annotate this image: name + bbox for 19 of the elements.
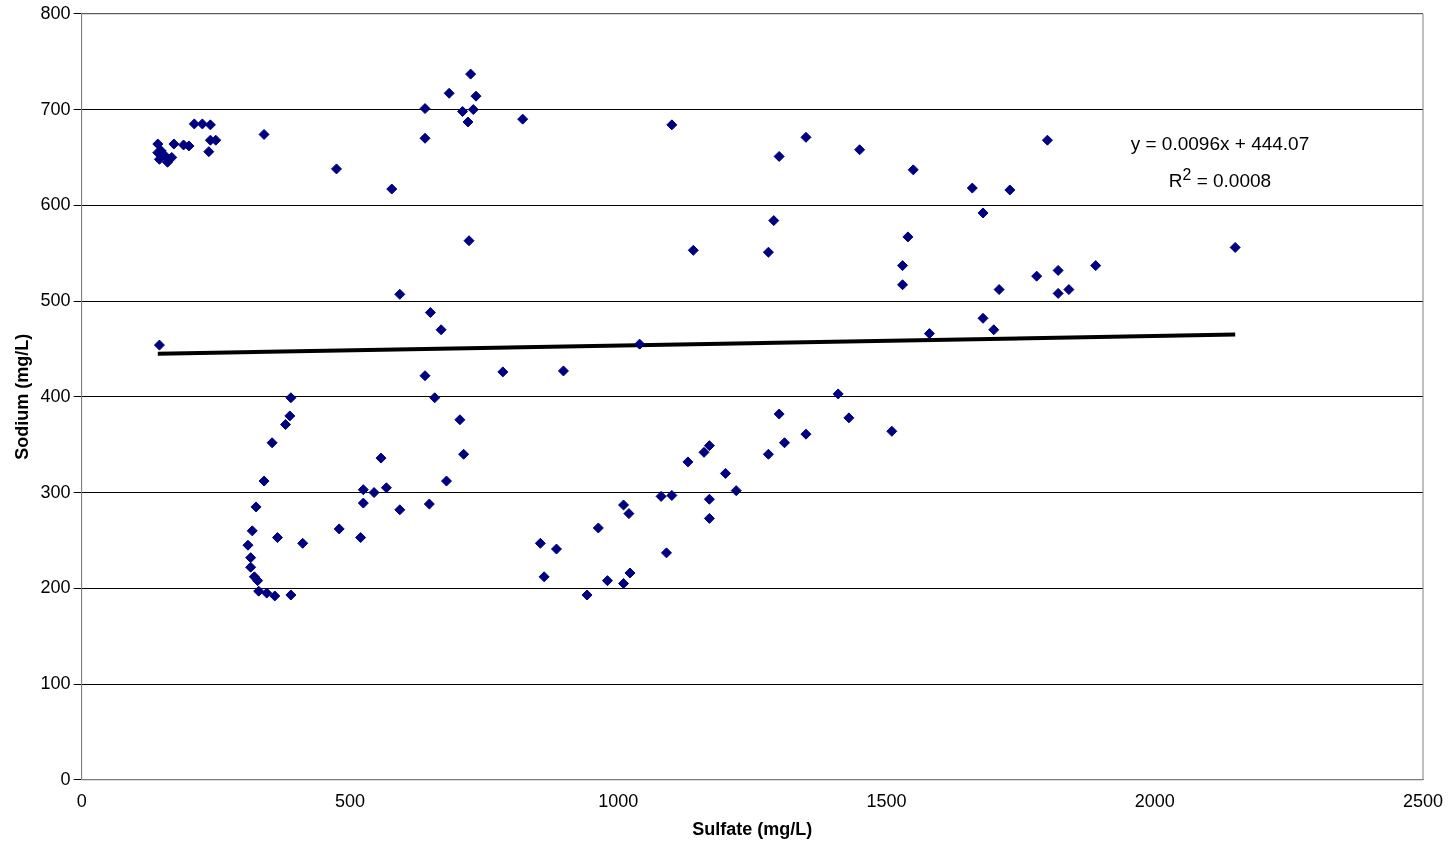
annotation: R$^{2}$ = 0.0008 <box>1167 165 1273 194</box>
x-tick-label: 2500 <box>1402 790 1444 811</box>
y-axis-title: Sodium (mg/L) <box>11 333 32 460</box>
y-tick-label: 300 <box>40 481 71 502</box>
x-tick-label: 0 <box>76 790 87 811</box>
y-tick-label: 800 <box>40 2 71 23</box>
y-tick-label: 600 <box>40 194 71 215</box>
x-tick-label: 2000 <box>1134 790 1175 811</box>
annotation: y = 0.0096x + 444.07 <box>1129 132 1311 156</box>
x-axis-title: Sulfate (mg/L) <box>692 819 813 840</box>
y-tick-label: 0 <box>60 768 71 789</box>
y-tick-label: 500 <box>40 290 71 311</box>
x-tick-label: 500 <box>334 790 365 811</box>
y-tick-label: 200 <box>40 577 71 598</box>
x-tick-label: 1500 <box>866 790 907 811</box>
x-tick-label: 1000 <box>598 790 639 811</box>
y-tick-label: 700 <box>40 98 71 119</box>
y-tick-label: 100 <box>40 673 71 694</box>
y-tick-label: 400 <box>40 385 71 406</box>
